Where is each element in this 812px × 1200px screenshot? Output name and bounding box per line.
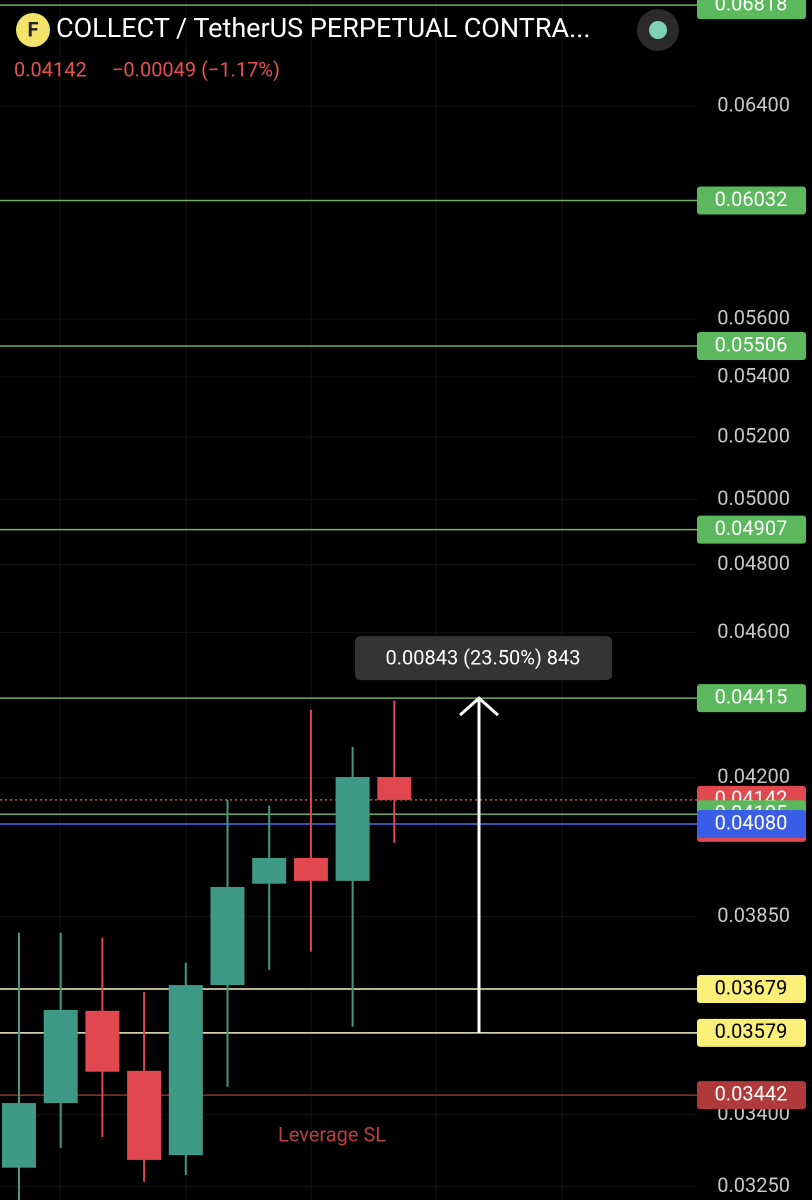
candle-body (377, 776, 412, 800)
price-box-label: 0.03579 (715, 1019, 788, 1043)
y-tick-label: 0.05600 (717, 305, 790, 329)
candle-body (43, 1009, 78, 1104)
y-tick-label: 0.05200 (717, 423, 790, 447)
price-box-label: 0.04080 (715, 810, 788, 834)
y-tick-label: 0.04600 (717, 619, 790, 643)
price-box (697, 809, 806, 838)
price-box-label: 0.03442 (715, 1081, 788, 1105)
candle-body (293, 857, 328, 881)
price-change: −0.00049 (−1.17%) (112, 57, 280, 81)
price-box (697, 1081, 806, 1110)
price-box-label: 0.06818 (715, 0, 788, 15)
measure-box (355, 636, 612, 681)
y-tick-label: 0.04800 (717, 551, 790, 575)
logo-letter: F (28, 17, 39, 41)
last-price: 0.04142 (14, 57, 87, 81)
candle-body (335, 776, 370, 881)
candle-body (252, 857, 287, 884)
candle-body (210, 886, 245, 986)
candle-body (85, 1010, 120, 1072)
price-box-label: 0.04907 (715, 516, 788, 540)
symbol-title: COLLECT / TetherUS PERPETUAL CONTRA... (56, 12, 590, 44)
status-dot (649, 21, 667, 39)
price-box-label: 0.05506 (715, 332, 788, 356)
y-tick-label: 0.03850 (717, 903, 790, 927)
price-box (697, 684, 806, 713)
candle-body (2, 1103, 36, 1168)
price-box (697, 0, 806, 20)
measure-label: 0.00843 (23.50%) 843 (385, 645, 580, 669)
logo (16, 13, 50, 47)
candle-body (127, 1070, 162, 1160)
y-tick-label: 0.03250 (717, 1173, 790, 1197)
price-box (697, 1018, 806, 1047)
y-tick-label: 0.05000 (717, 486, 790, 510)
price-box-label: 0.04415 (715, 684, 788, 708)
price-box-label: 0.06032 (715, 187, 788, 211)
y-tick-label: 0.06400 (717, 92, 790, 116)
measure-arrowhead (458, 696, 500, 717)
y-tick-label: 0.05400 (717, 363, 790, 387)
price-box (697, 186, 806, 215)
price-box-label: 0.03679 (715, 975, 788, 999)
price-box (697, 515, 806, 544)
price-box (697, 974, 806, 1003)
price-line-note: Leverage SL (278, 1122, 386, 1146)
y-tick-label: 0.04200 (717, 764, 790, 788)
price-box (697, 331, 806, 360)
candle-body (168, 985, 203, 1156)
